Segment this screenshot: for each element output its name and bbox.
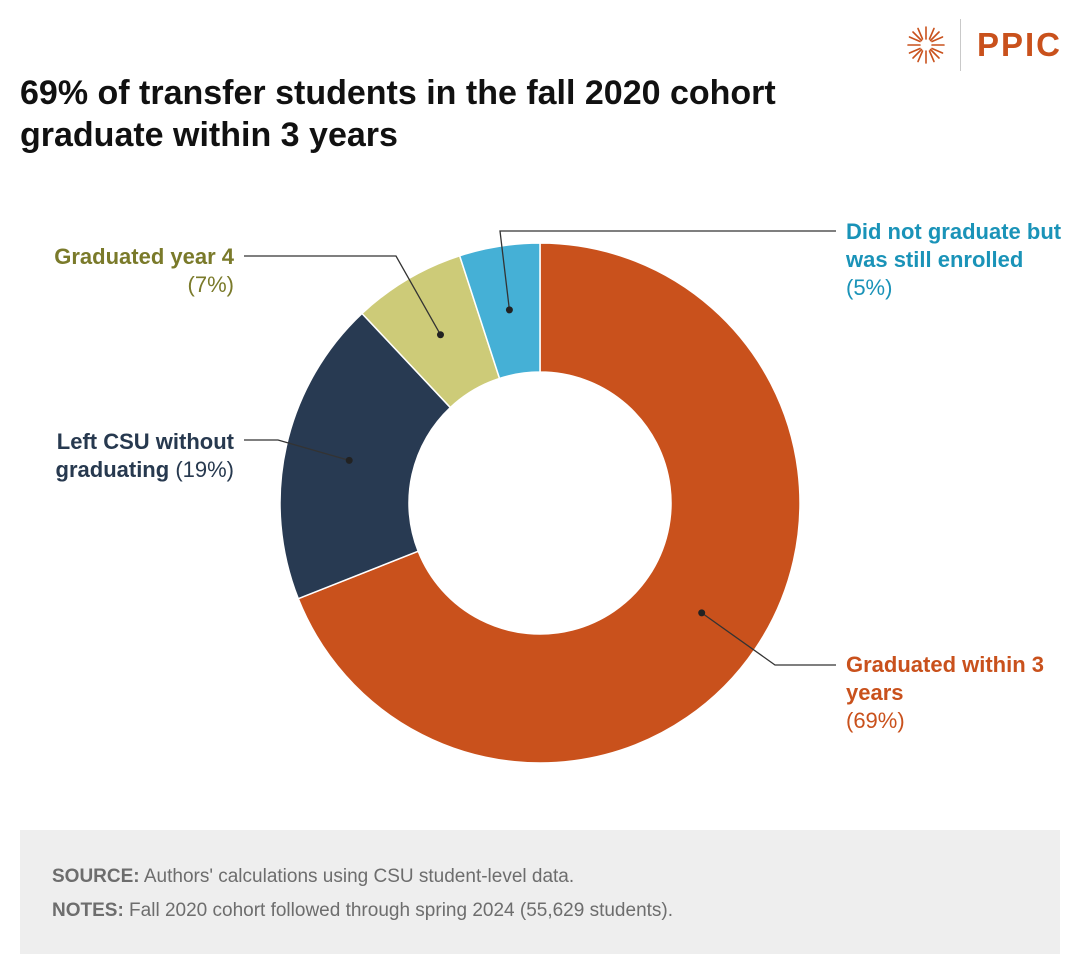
chart-title: 69% of transfer students in the fall 202… [20,74,776,154]
leader-dot-graduated-year-4 [436,331,444,339]
source-label: SOURCE: [52,866,140,887]
label-still-enrolled: Did not graduate but was still enrolled … [846,218,1076,302]
leader-dot-graduated-within-3-years [698,609,706,617]
slice-left-csu-without-graduating [279,312,452,600]
slice-graduated-within-3-years [297,242,801,764]
notes-label: NOTES: [52,900,124,921]
label-left-csu-pct: (19%) [175,457,234,482]
notes-text: Fall 2020 cohort followed through spring… [123,900,674,921]
label-year4-name: Graduated year 4 [54,244,234,269]
sunburst-icon [907,26,945,64]
label-graduated: Graduated within 3 years (69%) [846,651,1076,735]
logo-divider [959,19,961,71]
label-still-enrolled-pct: (5%) [846,275,893,300]
label-left-csu-name: Left CSU without graduating [55,429,234,482]
source-text: Authors' calculations using CSU student-… [139,866,575,887]
label-graduated-name: Graduated within 3 years [846,652,1045,705]
leader-line-graduated-within-3-years [701,612,836,666]
notes-line: NOTES: Fall 2020 cohort followed through… [52,900,673,922]
leader-line-graduated-year-4 [244,255,442,336]
label-graduated-pct: (69%) [846,708,905,733]
logo-text: PPIC [976,26,1062,63]
label-year4-pct: (7%) [187,272,234,297]
ppic-logo: PPIC [906,18,1062,72]
leader-line-did-not-graduate-but-was-still-enrolled [499,230,836,310]
leader-line-left-csu-without-graduating [244,439,350,461]
label-year4: Graduated year 4 (7%) [20,243,234,299]
label-still-enrolled-name: Did not graduate but was still enrolled [846,219,1062,272]
source-line: SOURCE: Authors' calculations using CSU … [52,866,574,888]
leader-dot-did-not-graduate-but-was-still-enrolled [505,306,513,314]
footer-notes: SOURCE: Authors' calculations using CSU … [20,830,1060,954]
leader-dot-left-csu-without-graduating [345,456,353,464]
label-left-csu: Left CSU without graduating (19%) [20,428,234,484]
slice-did-not-graduate-but-was-still-enrolled [458,242,541,380]
